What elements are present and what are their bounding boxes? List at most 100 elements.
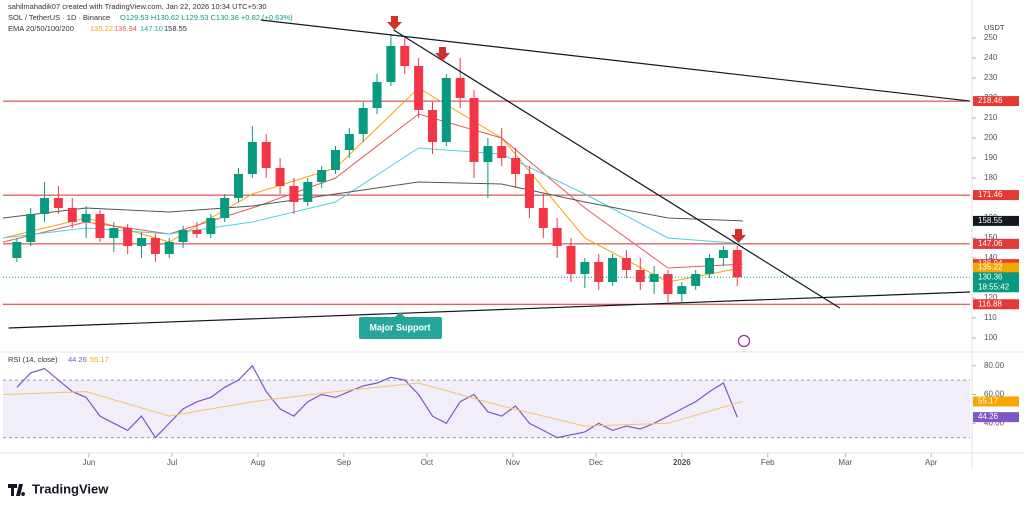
price-tag <box>973 272 1019 293</box>
candle-body <box>663 274 673 294</box>
ema-line <box>2 181 743 222</box>
price-tag-label: 147.06 <box>978 239 1003 248</box>
candle-body <box>511 158 521 174</box>
plot: 1001101201301401501601701801902002102202… <box>2 19 1019 467</box>
candle-body <box>524 174 534 208</box>
candle-body <box>234 174 244 198</box>
candle-body <box>12 242 22 258</box>
y-tick-label: 110 <box>984 313 997 322</box>
candle-body <box>732 250 742 278</box>
candle-body <box>594 262 604 282</box>
credit: sahilmahadik07 created with TradingView.… <box>8 2 267 11</box>
y-tick-label: 200 <box>984 133 998 142</box>
candle-body <box>220 198 230 218</box>
candle-body <box>649 274 659 282</box>
currency: USDT <box>984 23 1005 32</box>
candle-body <box>137 238 147 246</box>
rsi-tag <box>973 412 1019 423</box>
candle-body <box>303 182 313 202</box>
price-tag-label: 130.36 <box>978 272 1003 281</box>
candle-body <box>635 270 645 282</box>
rsi-ma-line <box>2 382 743 427</box>
candle-body <box>427 110 437 142</box>
candle-body <box>455 78 465 98</box>
candle-body <box>358 108 368 134</box>
candle-body <box>192 230 202 234</box>
candle-body <box>289 186 299 202</box>
candle-body <box>123 228 133 246</box>
candle-body <box>330 150 340 170</box>
candle-body <box>344 134 354 150</box>
price-tag-label: 116.88 <box>978 299 1002 308</box>
y-tick-label: 210 <box>984 113 998 122</box>
y-tick-label: 250 <box>984 33 998 42</box>
candle-body <box>621 258 631 270</box>
rsi-legend-value: 55.17 <box>90 355 109 364</box>
y-tick-label: 150 <box>984 233 998 242</box>
rsi-band <box>3 380 970 438</box>
y-tick-label: 120 <box>984 293 998 302</box>
callout-text: Major Support <box>370 322 431 332</box>
y-tick-label: 100 <box>984 333 998 342</box>
x-tick-label: Apr <box>925 458 938 467</box>
candle-body <box>414 66 424 110</box>
rsi-tick-label: 80.00 <box>984 361 1005 370</box>
brand-logo <box>8 484 26 496</box>
candle-body <box>95 214 105 238</box>
candle-body <box>538 208 548 228</box>
y-tick-label: 240 <box>984 53 998 62</box>
rsi-tag-label: 55.17 <box>978 397 999 406</box>
ema-legend-value: 158.55 <box>164 24 187 33</box>
candle-body <box>483 146 493 162</box>
trendline <box>393 29 841 309</box>
x-tick-label: Sep <box>337 458 352 467</box>
candle-body <box>81 214 91 222</box>
candle-body <box>441 78 451 142</box>
rsi-tick-label: 40.00 <box>984 418 1005 427</box>
candle-body <box>677 286 687 294</box>
price-tag <box>973 96 1019 107</box>
x-tick-label: Feb <box>761 458 775 467</box>
price-tag-label: 135.22 <box>978 263 1003 272</box>
trendline <box>8 291 971 329</box>
x-tick-label: Dec <box>589 458 603 467</box>
candle-body <box>691 274 701 286</box>
callout <box>359 317 442 339</box>
y-tick-label: 140 <box>984 253 998 262</box>
y-tick-label: 230 <box>984 73 998 82</box>
x-tick-label: Oct <box>421 458 434 467</box>
arrows <box>387 16 746 243</box>
candle-body <box>372 82 382 108</box>
ema-legend: EMA 20/50/100/200 <box>8 24 74 33</box>
x-tick-label: Nov <box>506 458 520 467</box>
ema-legend-value: 147.10 <box>140 24 163 33</box>
x-tick-label: Aug <box>251 458 265 467</box>
countdown: 18:55:42 <box>978 282 1010 291</box>
candle-body <box>67 208 77 222</box>
candle-body <box>566 246 576 274</box>
price-tag <box>973 238 1019 249</box>
candle-body <box>150 238 160 254</box>
candle-body <box>164 242 174 254</box>
x-tick-label: Jul <box>167 458 177 467</box>
candle-body <box>705 258 715 274</box>
candle-body <box>497 146 507 158</box>
callout-pointer <box>395 312 405 317</box>
candle-body <box>275 168 285 186</box>
y-tick-label: 190 <box>984 153 998 162</box>
symbol: SOL / TetherUS · 1D · Binance <box>8 13 110 22</box>
rsi-legend-value: 44.26 <box>68 355 87 364</box>
price-tag <box>973 215 1019 226</box>
candle-body <box>718 250 728 258</box>
price-tag <box>973 262 1019 273</box>
candle-body <box>400 46 410 66</box>
rsi-title: RSI (14, close) <box>8 355 58 364</box>
candle-body <box>109 228 119 238</box>
ohlc: O129.53 H130.62 L129.53 C130.36 +0.82 (+… <box>120 13 293 22</box>
candle-body <box>469 98 479 162</box>
ema-legend-value: 135.22 <box>90 24 113 33</box>
candle-body <box>317 170 327 182</box>
price-tag-label: 218.46 <box>978 96 1003 105</box>
